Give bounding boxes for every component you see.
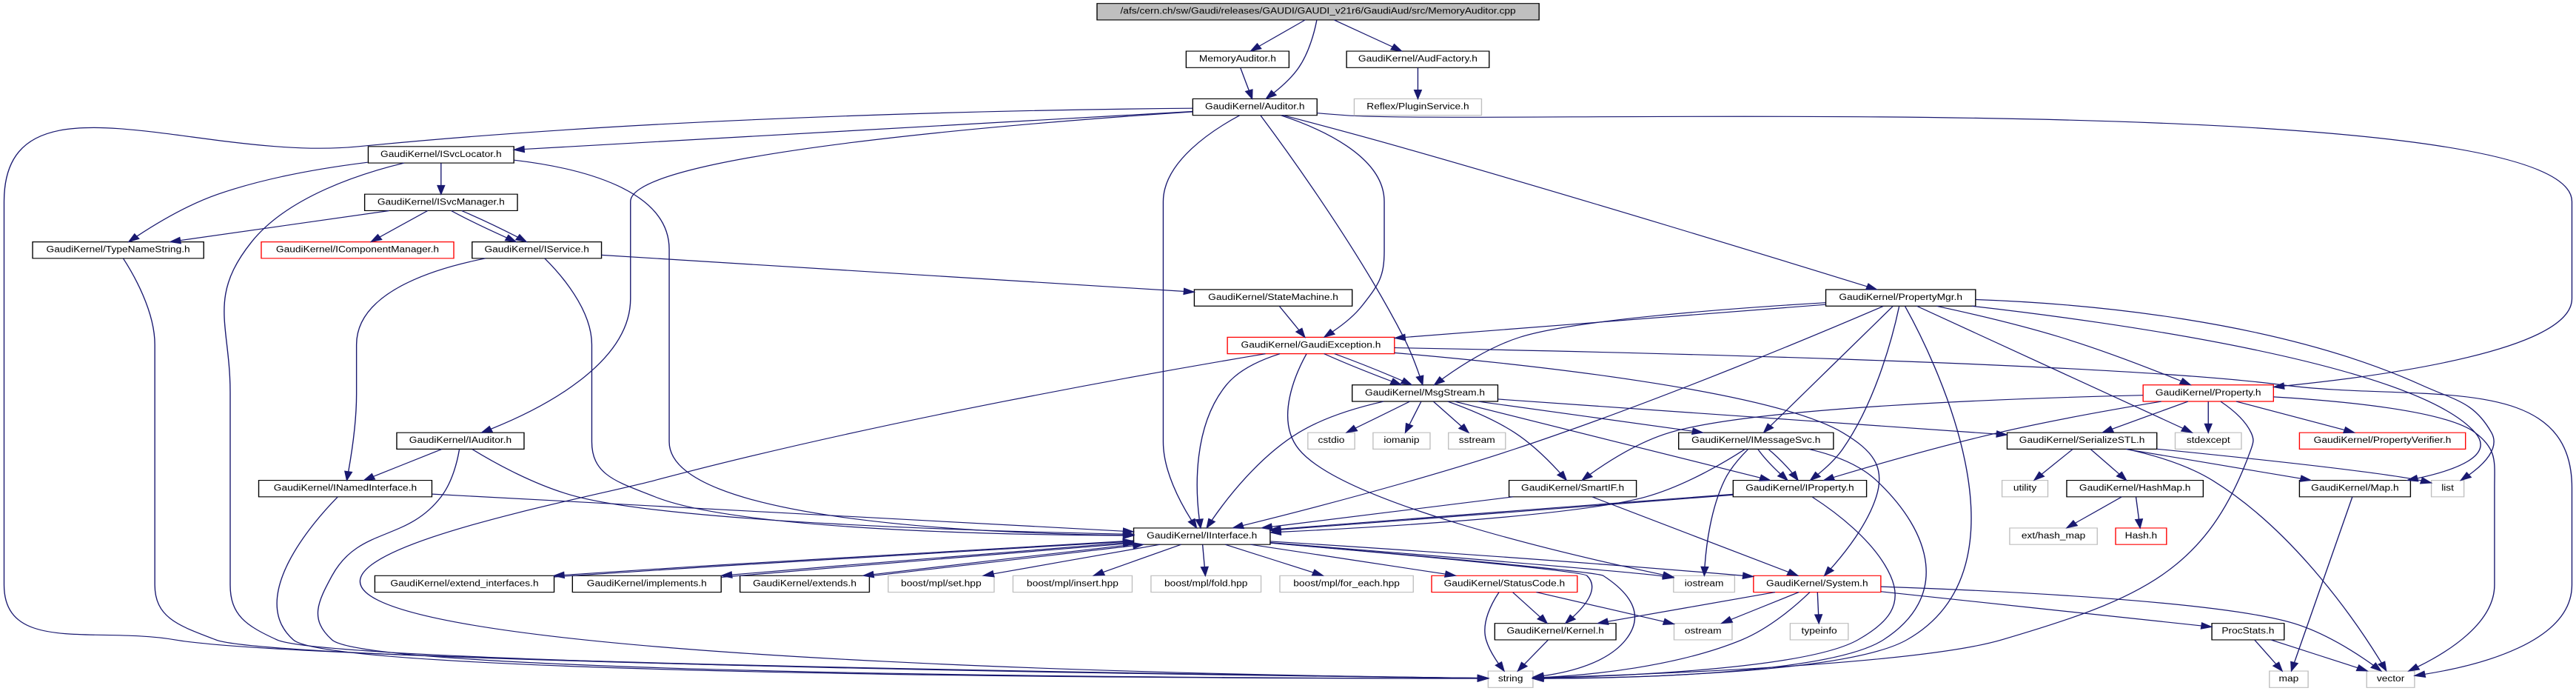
svg-text:MemoryAuditor.h: MemoryAuditor.h [1199, 53, 1276, 64]
svg-text:ext/hash_map: ext/hash_map [2022, 530, 2085, 541]
svg-text:iomanip: iomanip [1383, 435, 1419, 445]
svg-text:GaudiKernel/PropertyVerifier.h: GaudiKernel/PropertyVerifier.h [2314, 435, 2452, 445]
svg-text:GaudiKernel/Map.h: GaudiKernel/Map.h [2311, 483, 2398, 493]
svg-text:GaudiKernel/IProperty.h: GaudiKernel/IProperty.h [1745, 483, 1854, 493]
svg-text:vector: vector [2377, 673, 2405, 684]
svg-text:GaudiKernel/implements.h: GaudiKernel/implements.h [587, 578, 707, 588]
svg-text:map: map [2279, 673, 2299, 684]
svg-text:GaudiKernel/System.h: GaudiKernel/System.h [1766, 578, 1868, 588]
svg-text:GaudiKernel/SmartIF.h: GaudiKernel/SmartIF.h [1521, 483, 1624, 493]
svg-text:boost/mpl/for_each.hpp: boost/mpl/for_each.hpp [1293, 578, 1400, 588]
svg-text:iostream: iostream [1685, 578, 1724, 588]
svg-text:GaudiKernel/IInterface.h: GaudiKernel/IInterface.h [1147, 530, 1257, 541]
svg-text:GaudiKernel/PropertyMgr.h: GaudiKernel/PropertyMgr.h [1839, 292, 1962, 302]
svg-text:GaudiKernel/HashMap.h: GaudiKernel/HashMap.h [2079, 483, 2191, 493]
svg-text:sstream: sstream [1459, 435, 1495, 445]
svg-text:ostream: ostream [1685, 626, 1722, 636]
svg-text:GaudiKernel/MsgStream.h: GaudiKernel/MsgStream.h [1365, 387, 1485, 398]
svg-text:GaudiKernel/Auditor.h: GaudiKernel/Auditor.h [1205, 101, 1305, 112]
svg-text:list: list [2441, 483, 2454, 493]
svg-text:GaudiKernel/SerializeSTL.h: GaudiKernel/SerializeSTL.h [2019, 435, 2145, 445]
svg-text:GaudiKernel/extends.h: GaudiKernel/extends.h [753, 578, 856, 588]
svg-text:GaudiKernel/IAuditor.h: GaudiKernel/IAuditor.h [409, 435, 511, 445]
svg-text:GaudiKernel/ISvcManager.h: GaudiKernel/ISvcManager.h [378, 196, 505, 207]
svg-text:GaudiKernel/StatusCode.h: GaudiKernel/StatusCode.h [1444, 578, 1566, 588]
svg-text:typeinfo: typeinfo [1802, 626, 1837, 636]
svg-text:boost/mpl/fold.hpp: boost/mpl/fold.hpp [1164, 578, 1247, 588]
svg-text:GaudiKernel/StateMachine.h: GaudiKernel/StateMachine.h [1208, 292, 1338, 302]
svg-text:string: string [1498, 673, 1523, 684]
svg-text:Reflex/PluginService.h: Reflex/PluginService.h [1366, 101, 1469, 112]
svg-text:GaudiKernel/IService.h: GaudiKernel/IService.h [484, 244, 588, 255]
svg-text:GaudiKernel/TypeNameString.h: GaudiKernel/TypeNameString.h [47, 244, 190, 255]
svg-text:GaudiKernel/ISvcLocator.h: GaudiKernel/ISvcLocator.h [380, 149, 502, 159]
svg-text:GaudiKernel/extend_interfaces.: GaudiKernel/extend_interfaces.h [390, 578, 538, 588]
svg-text:boost/mpl/insert.hpp: boost/mpl/insert.hpp [1027, 578, 1118, 588]
svg-text:GaudiKernel/IMessageSvc.h: GaudiKernel/IMessageSvc.h [1691, 435, 1820, 445]
svg-text:stdexcept: stdexcept [2187, 435, 2230, 445]
svg-text:ProcStats.h: ProcStats.h [2221, 626, 2274, 636]
svg-text:/afs/cern.ch/sw/Gaudi/releases: /afs/cern.ch/sw/Gaudi/releases/GAUDI/GAU… [1120, 6, 1515, 16]
svg-text:GaudiKernel/INamedInterface.h: GaudiKernel/INamedInterface.h [274, 483, 417, 493]
svg-text:Hash.h: Hash.h [2125, 530, 2158, 541]
svg-text:GaudiKernel/GaudiException.h: GaudiKernel/GaudiException.h [1241, 339, 1381, 350]
svg-text:utility: utility [2013, 483, 2037, 493]
svg-text:cstdio: cstdio [1318, 435, 1345, 445]
svg-text:GaudiKernel/Property.h: GaudiKernel/Property.h [2156, 387, 2261, 398]
svg-text:boost/mpl/set.hpp: boost/mpl/set.hpp [901, 578, 982, 588]
svg-text:GaudiKernel/AudFactory.h: GaudiKernel/AudFactory.h [1358, 53, 1477, 64]
svg-text:GaudiKernel/Kernel.h: GaudiKernel/Kernel.h [1506, 626, 1603, 636]
svg-text:GaudiKernel/IComponentManager.: GaudiKernel/IComponentManager.h [276, 244, 439, 255]
